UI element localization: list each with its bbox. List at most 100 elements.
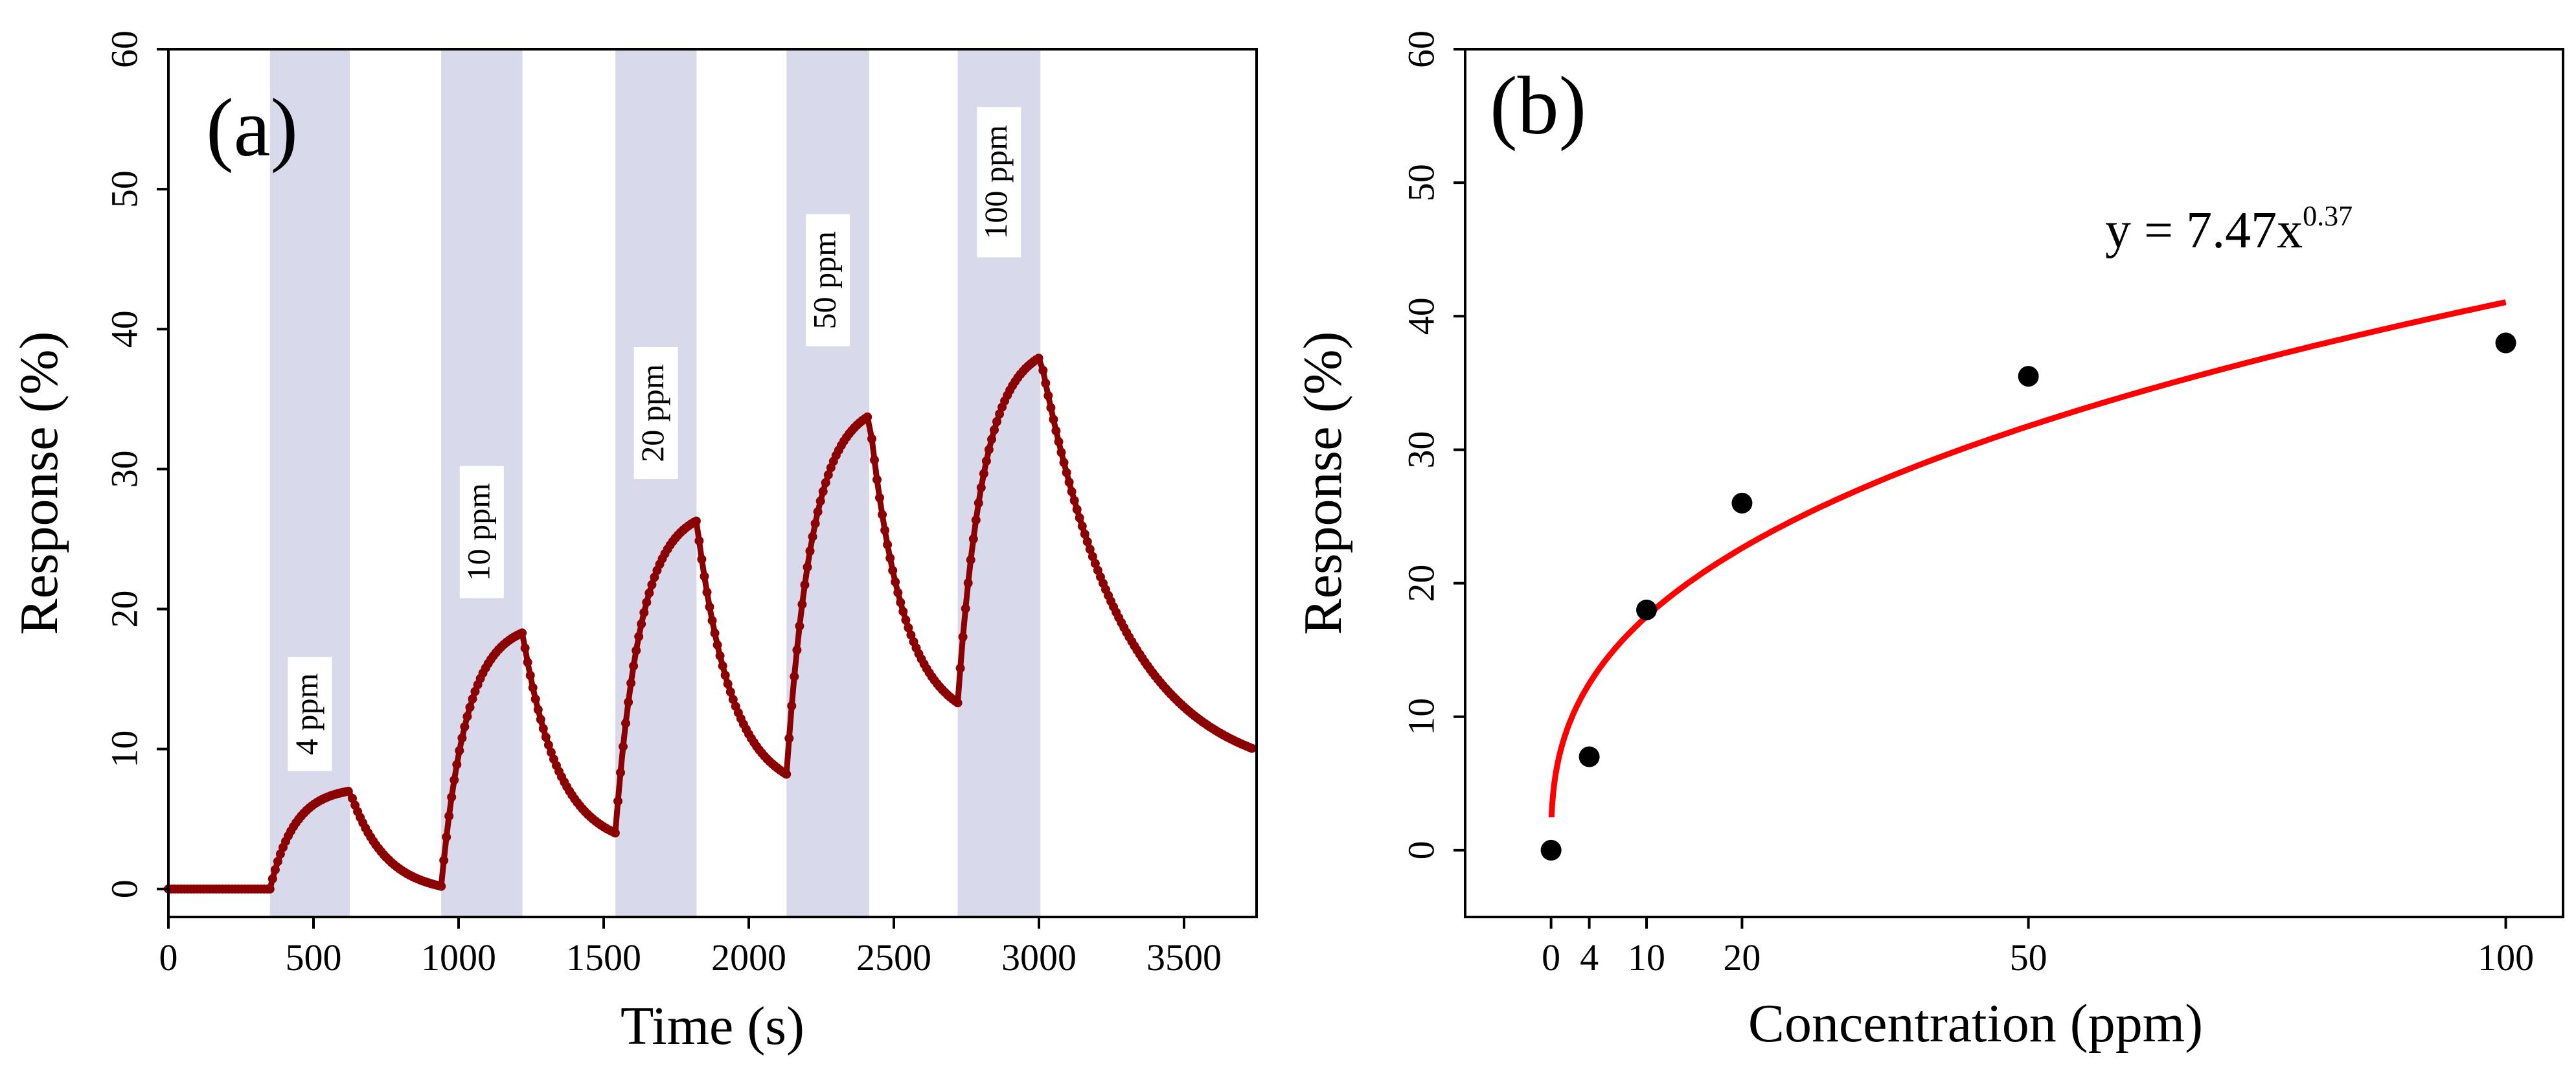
response-point — [541, 732, 551, 742]
response-point — [867, 434, 876, 444]
response-point — [523, 657, 532, 667]
y-tick-label: 40 — [103, 310, 145, 348]
response-point — [343, 786, 353, 796]
response-point — [637, 619, 646, 629]
response-point — [273, 857, 282, 866]
response-point — [958, 632, 968, 642]
response-point — [621, 718, 630, 728]
response-point — [468, 694, 477, 704]
response-point — [728, 695, 738, 705]
response-point — [1062, 468, 1071, 477]
x-tick-label: 2500 — [856, 936, 931, 979]
fit-line — [1548, 299, 2507, 818]
x-axis-ticks: 0 4 10 20 50 100 — [1542, 917, 2534, 979]
response-point — [525, 671, 535, 680]
y-axis-ticks: 0 10 20 30 40 50 60 — [103, 30, 168, 898]
response-point — [803, 562, 812, 572]
response-point — [613, 797, 622, 806]
y-axis-label: Response (%) — [1293, 332, 1353, 635]
panel-label: (b) — [1490, 60, 1586, 152]
response-point — [528, 683, 538, 692]
band-label: 10 ppm — [460, 483, 496, 582]
response-point — [961, 604, 970, 613]
gas-exposure-band — [615, 49, 697, 917]
response-point — [782, 769, 792, 779]
response-point — [707, 616, 717, 626]
response-point — [976, 482, 986, 492]
response-point — [718, 661, 727, 671]
y-tick-label: 20 — [1400, 565, 1442, 602]
response-point — [710, 628, 720, 638]
response-point — [875, 493, 884, 503]
response-point — [955, 663, 965, 673]
response-point — [878, 510, 887, 519]
response-point — [634, 632, 644, 641]
response-point — [818, 486, 828, 496]
response-point — [348, 793, 357, 803]
x-tick-label: 1500 — [566, 936, 641, 979]
response-point — [981, 456, 991, 466]
response-point — [452, 760, 462, 769]
response-point — [543, 740, 553, 750]
response-point — [1043, 391, 1053, 400]
gas-exposure-bands — [269, 49, 1041, 917]
response-point — [1085, 545, 1095, 554]
response-point — [987, 435, 996, 444]
response-point — [546, 747, 556, 757]
response-point — [270, 865, 280, 874]
x-axis-label: Time (s) — [621, 996, 804, 1056]
response-point — [1038, 366, 1048, 375]
response-point — [790, 672, 799, 681]
response-point — [968, 534, 978, 544]
band-label-background — [459, 466, 504, 598]
data-point — [1579, 746, 1600, 767]
x-axis-ticks: 0 500 1000 1500 2000 2500 3000 3500 — [159, 917, 1222, 979]
response-point — [898, 607, 908, 617]
response-point — [442, 832, 451, 842]
response-point — [538, 724, 548, 734]
y-tick-label: 30 — [1400, 431, 1442, 468]
response-point — [1067, 487, 1077, 497]
response-point — [990, 425, 999, 435]
response-point — [437, 881, 446, 891]
response-point — [1080, 529, 1089, 539]
response-point — [444, 811, 454, 821]
response-point — [821, 478, 830, 488]
response-point — [1082, 537, 1092, 547]
fit-equation-exponent: 0.37 — [2303, 200, 2353, 232]
response-point — [450, 775, 459, 785]
measured-points — [1540, 332, 2516, 861]
response-point — [1046, 403, 1056, 413]
response-point — [813, 507, 823, 517]
response-point — [265, 884, 275, 894]
response-point — [810, 519, 820, 528]
response-point — [984, 445, 994, 455]
response-point — [624, 697, 633, 707]
response-point — [979, 469, 988, 479]
response-point — [888, 565, 898, 575]
x-tick-label: 4 — [1580, 936, 1599, 979]
x-tick-label: 50 — [2010, 936, 2047, 979]
response-point — [1034, 354, 1043, 363]
data-point — [1636, 599, 1658, 620]
response-point — [723, 679, 733, 689]
band-label: 50 ppm — [806, 231, 843, 330]
fit-equation: y = 7.47x0.37 — [2105, 200, 2353, 259]
response-point — [1056, 447, 1066, 457]
x-tick-label: 10 — [1628, 936, 1665, 979]
response-point — [971, 515, 981, 525]
response-point — [885, 553, 895, 563]
response-point — [1054, 437, 1064, 447]
data-point — [2018, 366, 2039, 387]
response-point — [439, 855, 449, 865]
response-point — [610, 828, 620, 838]
response-point — [815, 496, 825, 506]
x-tick-label: 1000 — [421, 936, 496, 979]
x-tick-label: 0 — [159, 936, 178, 979]
band-label: 20 ppm — [634, 364, 670, 462]
fit-equation-base: y = 7.47x — [2105, 202, 2303, 259]
y-tick-label: 0 — [1400, 841, 1442, 859]
y-tick-label: 10 — [103, 730, 145, 768]
